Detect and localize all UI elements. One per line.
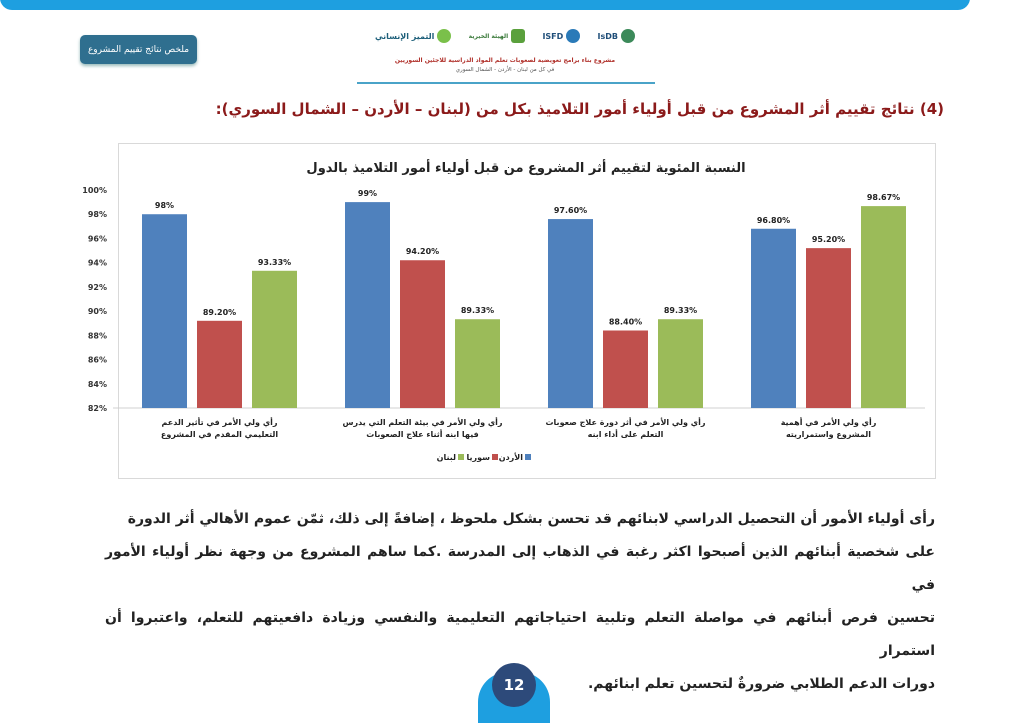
body-paragraph: رأى أولياء الأمور أن التحصيل الدراسي لاب… [105, 503, 935, 701]
y-tick-label: 94% [88, 259, 107, 268]
header-divider [357, 82, 655, 84]
paragraph-line: تحسين فرص أبنائهم في مواصلة التعلم وتلبي… [105, 610, 935, 659]
y-tick-label: 84% [88, 380, 107, 389]
page-number: 12 [492, 663, 536, 707]
y-tick-label: 92% [88, 283, 107, 292]
chart-frame [118, 143, 936, 479]
humanitarian-excellence-logo: التميز الإنساني [375, 29, 452, 43]
paragraph-line: رأى أولياء الأمور أن التحصيل الدراسي لاب… [127, 511, 935, 527]
project-subtitle: في كل من لبنان - الأردن - الشمال السوري [455, 67, 555, 73]
y-tick-label: 100% [82, 186, 107, 195]
y-tick-label: 90% [88, 307, 107, 316]
isfd-logo: ISFD [542, 29, 581, 43]
y-tick-label: 98% [88, 210, 107, 219]
project-title: مشروع بناء برامج تعويضية لصعوبات تعلم ال… [394, 57, 616, 64]
isdb-logo: IsDB [598, 29, 635, 43]
paragraph-line: دورات الدعم الطلابي ضرورةٌ لتحسين تعلم ا… [587, 676, 935, 692]
partner-logos: IsDB ISFD الهيئة الخيرية التميز الإنساني [375, 18, 635, 54]
summary-button[interactable]: ملخص نتائج تقييم المشروع [80, 35, 197, 64]
paragraph-line: على شخصية أبنائهم الذين أصبحوا اكثر رغبة… [105, 544, 935, 593]
top-banner [0, 0, 970, 10]
logo-text: IsDB [597, 31, 618, 41]
logo-text: التميز الإنساني [375, 31, 435, 41]
logo-text: ISFD [542, 31, 564, 41]
logo-text: الهيئة الخيرية [468, 32, 509, 40]
charity-logo: الهيئة الخيرية [469, 29, 526, 43]
y-tick-label: 96% [88, 234, 107, 243]
y-tick-label: 88% [88, 331, 107, 340]
y-tick-label: 86% [88, 356, 107, 365]
y-tick-label: 82% [88, 404, 107, 413]
section-heading: (4) نتائج تقييم أثر المشروع من قبل أوليا… [215, 100, 944, 118]
